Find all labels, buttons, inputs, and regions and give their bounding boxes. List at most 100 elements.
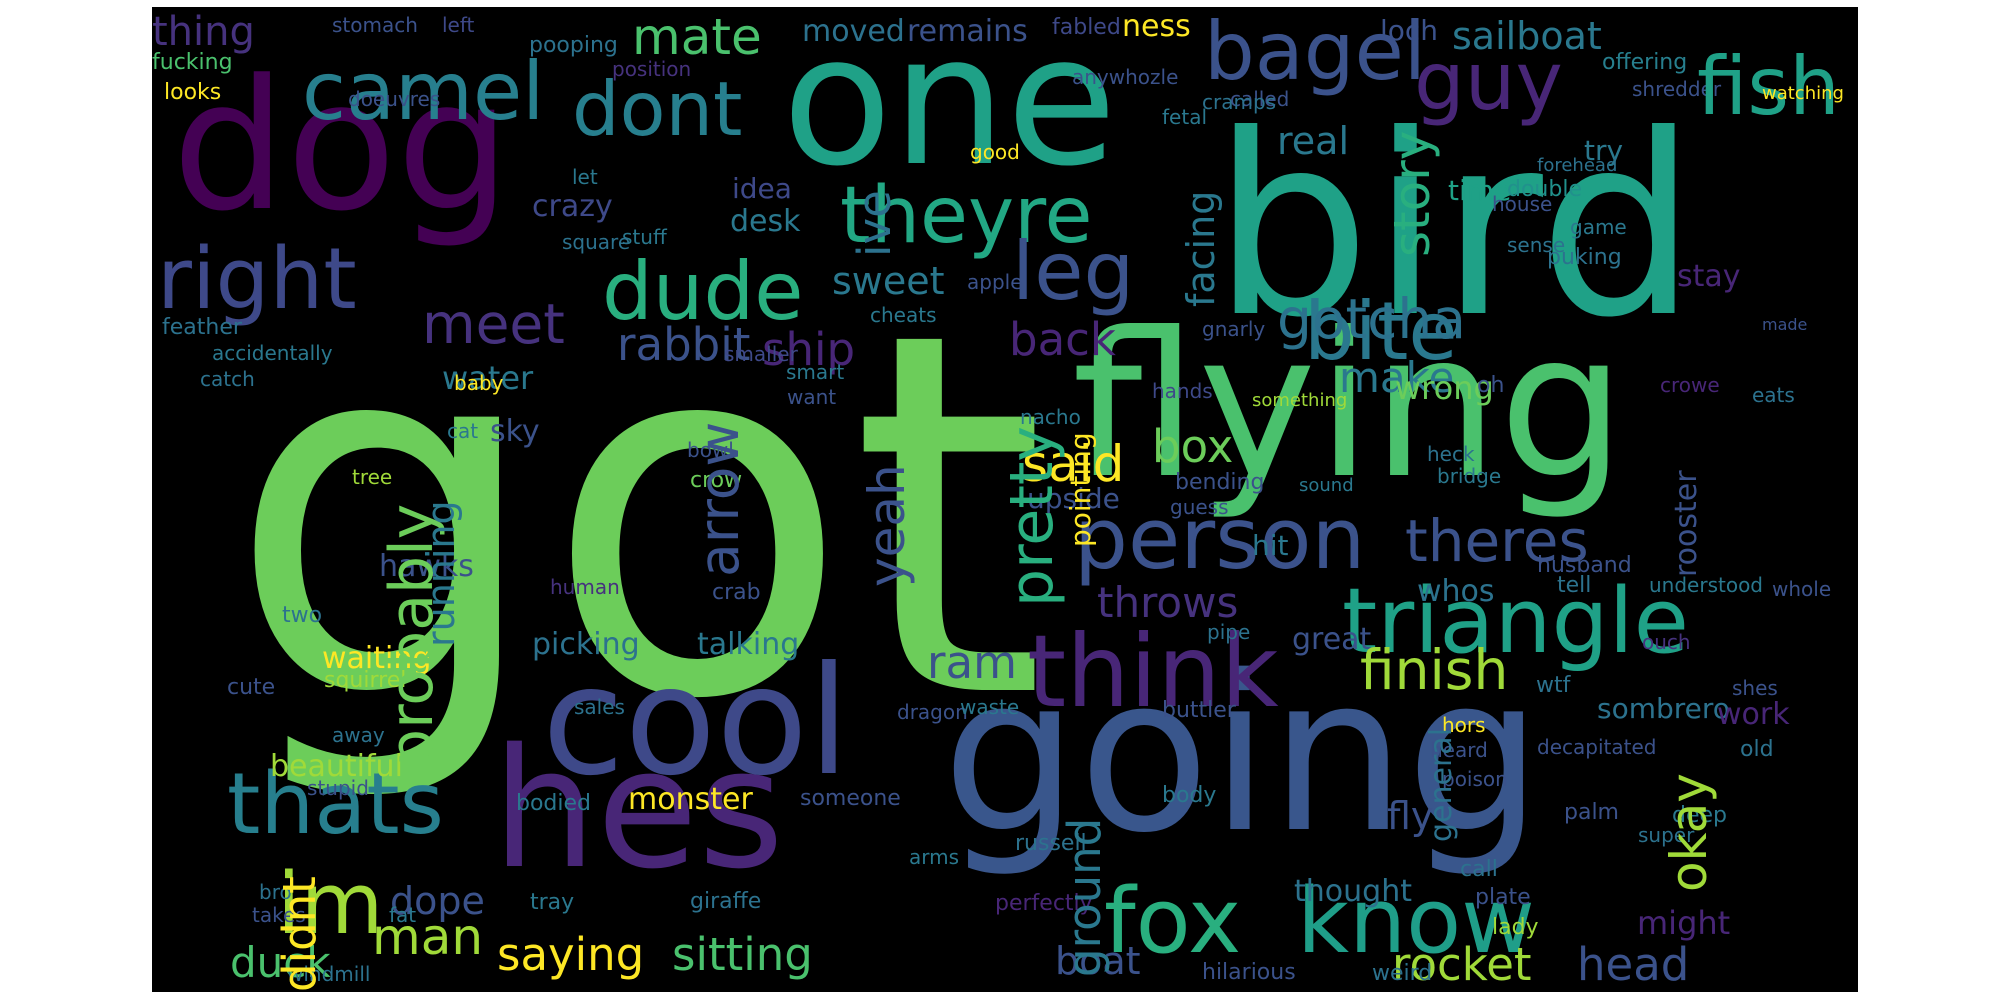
cloud-word-heard: heard — [1430, 738, 1488, 762]
cloud-word-buttler: buttler — [1162, 698, 1236, 723]
cloud-word-accidentally: accidentally — [212, 341, 333, 365]
cloud-word-ouch: ouch — [1642, 630, 1691, 654]
cloud-word-loch: loch — [1380, 14, 1439, 47]
cloud-word-windmill: windmill — [287, 962, 371, 986]
cloud-word-husband: husband — [1537, 553, 1632, 578]
cloud-word-person: person — [1074, 490, 1366, 589]
cloud-word-sky: sky — [490, 414, 540, 449]
cloud-word-hands: hands — [1152, 379, 1213, 403]
cloud-word-running-vertical: running — [419, 500, 463, 647]
cloud-word-bowl: bowl — [687, 438, 734, 462]
cloud-word-tree: tree — [352, 465, 393, 489]
cloud-word-ness: ness — [1122, 9, 1191, 44]
cloud-word-theres: theres — [1405, 507, 1589, 575]
cloud-word-lady: lady — [1492, 915, 1539, 940]
cloud-word-story-vertical: story — [1383, 130, 1441, 257]
cloud-word-saying: saying — [497, 928, 645, 981]
cloud-word-squirrel: squirrel — [324, 668, 407, 693]
cloud-word-desk: desk — [730, 204, 801, 239]
cloud-word-cute: cute — [227, 675, 276, 700]
cloud-word-water: water — [442, 359, 534, 397]
cloud-word-bending: bending — [1175, 470, 1265, 495]
cloud-word-general-vertical: general — [1424, 727, 1459, 842]
cloud-word-oh: oh — [1477, 373, 1505, 398]
cloud-word-poison: poison — [1442, 767, 1508, 791]
cloud-word-guy: guy — [1414, 35, 1563, 128]
cloud-word-two: two — [282, 603, 323, 628]
cloud-word-cramps: cramps — [1202, 90, 1277, 114]
cloud-word-sense: sense — [1507, 233, 1566, 257]
cloud-word-good: good — [970, 140, 1020, 164]
cloud-word-bro: bro — [259, 880, 292, 904]
cloud-word-triangle: triangle — [1342, 569, 1689, 674]
cloud-word-ive-vertical: ive — [848, 190, 901, 257]
cloud-word-going: going — [942, 629, 1543, 880]
cloud-word-sweet: sweet — [832, 259, 945, 303]
cloud-word-might: might — [1637, 904, 1731, 942]
cloud-word-theyre: theyre — [840, 171, 1093, 261]
cloud-word-gotcha: gotcha — [1277, 287, 1466, 351]
cloud-word-hawks: hawks — [379, 549, 474, 584]
cloud-word-rocket: rocket — [1392, 938, 1532, 991]
cloud-word-right: right — [157, 230, 357, 329]
cloud-word-picking: picking — [532, 627, 640, 662]
cloud-word-bite: bite — [1304, 285, 1458, 378]
cloud-word-got: got — [227, 226, 1047, 808]
cloud-word-ground-vertical: ground — [1058, 817, 1111, 977]
cloud-word-whos: whos — [1417, 574, 1495, 609]
cloud-word-stuff: stuff — [622, 225, 667, 249]
cloud-word-know: know — [1297, 869, 1535, 974]
cloud-word-pointing-vertical: pointing — [1064, 432, 1097, 547]
cloud-word-fucking: fucking — [152, 50, 233, 75]
cloud-word-something: something — [1252, 390, 1348, 411]
cloud-word-whole: whole — [1772, 577, 1832, 601]
cloud-word-fat: fat — [389, 903, 417, 927]
cloud-word-russell: russell — [1015, 831, 1087, 856]
cloud-word-rabbit: rabbit — [617, 318, 751, 371]
cloud-word-double: double — [1507, 177, 1582, 202]
cloud-word-cat: cat — [447, 419, 479, 443]
cloud-word-dog: dog — [172, 42, 511, 251]
cloud-word-palm: palm — [1564, 800, 1619, 825]
cloud-word-position: position — [612, 57, 692, 81]
cloud-word-shes: shes — [1732, 676, 1778, 700]
cloud-word-said: said — [1022, 435, 1125, 493]
cloud-word-bridge: bridge — [1437, 464, 1502, 488]
cloud-word-left: left — [442, 13, 475, 37]
cloud-word-bodied: bodied — [516, 791, 592, 816]
cloud-word-nacho: nacho — [1020, 405, 1081, 429]
cloud-word-human: human — [550, 575, 620, 599]
cloud-word-perfectly: perfectly — [995, 891, 1093, 916]
cloud-word-ship: ship — [762, 323, 856, 376]
cloud-word-yeah-vertical: yeah — [858, 464, 916, 587]
cloud-word-eats: eats — [1752, 383, 1795, 407]
cloud-word-offering: offering — [1602, 50, 1688, 75]
cloud-word-thing: thing — [152, 9, 255, 55]
cloud-word-old: old — [1740, 737, 1774, 762]
cloud-word-crab: crab — [712, 580, 761, 605]
cloud-word-dont: dont — [572, 65, 743, 153]
cloud-word-fish: fish — [1697, 40, 1840, 133]
cloud-word-weird: weird — [1372, 961, 1433, 986]
cloud-word-arrow-vertical: arrow — [687, 421, 751, 577]
cloud-word-let: let — [572, 165, 598, 189]
cloud-word-make: make — [1339, 353, 1455, 402]
cloud-word-back: back — [1009, 313, 1116, 366]
cloud-word-waste: waste — [960, 695, 1020, 719]
cloud-word-throws: throws — [1097, 578, 1239, 627]
cloud-word-watching: watching — [1762, 83, 1844, 104]
cloud-word-okay-vertical: okay — [1660, 773, 1718, 892]
cloud-word-duck: duck — [230, 938, 331, 987]
cloud-word-pooping: pooping — [529, 33, 618, 58]
cloud-word-think: think — [1027, 613, 1279, 730]
cloud-word-im: im — [277, 855, 384, 954]
cloud-word-arms: arms — [909, 845, 960, 869]
cloud-word-pretty-vertical: pretty — [997, 426, 1067, 607]
cloud-word-time: time — [1448, 174, 1512, 207]
cloud-word-bird: bird — [1212, 81, 1698, 372]
cloud-word-stay: stay — [1677, 259, 1741, 294]
cloud-word-game: game — [1570, 215, 1627, 239]
cloud-word-thought: thought — [1294, 874, 1412, 909]
cloud-word-tell: tell — [1557, 573, 1592, 598]
cloud-word-head: head — [1577, 938, 1690, 991]
